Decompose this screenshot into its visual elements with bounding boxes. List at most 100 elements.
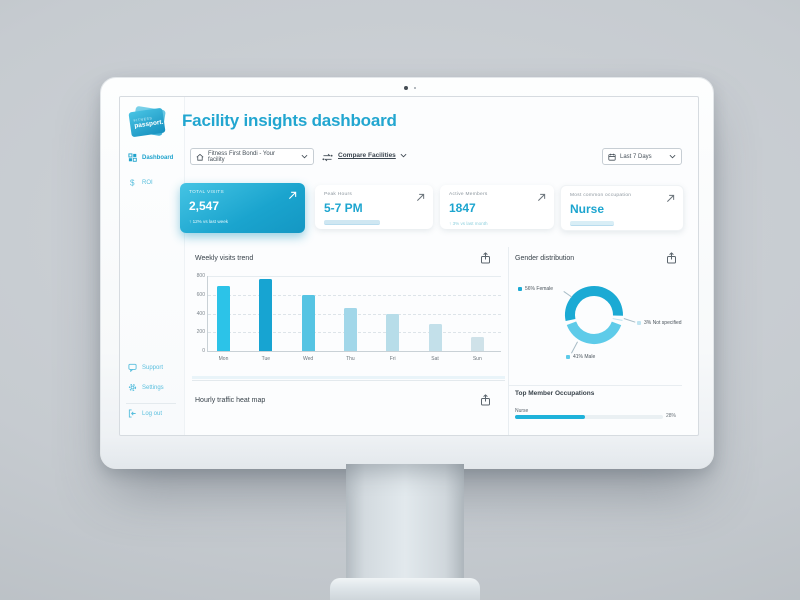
gridline: [208, 294, 501, 296]
stat-subtext: ↑ 12% vs last week: [189, 219, 229, 224]
y-tick-label: 600: [196, 291, 205, 298]
sidebar-item-label: Support: [142, 364, 164, 371]
date-range-select[interactable]: Last 7 Days: [602, 148, 682, 165]
heatmap-title: Hourly traffic heat map: [195, 397, 266, 404]
gear-icon: [128, 383, 137, 392]
sidebar-item-label: Settings: [142, 384, 164, 391]
stat-label: Peak Hours: [324, 192, 353, 197]
stat-value: Nurse: [570, 202, 605, 216]
stat-card-active-members[interactable]: Active Members 1847 ↑ 3% vs last month: [440, 185, 554, 229]
chevron-down-icon: [400, 153, 407, 158]
arrow-up-right-icon: [666, 194, 675, 203]
x-tick-label: Mon: [218, 356, 229, 362]
calendar-icon: [608, 153, 616, 161]
chevron-down-icon: [301, 154, 308, 159]
arrow-up-right-icon: [537, 193, 546, 202]
legend-swatch: [518, 287, 522, 291]
y-tick-label: 0: [202, 348, 205, 354]
weekly-visits-title: Weekly visits trend: [195, 255, 254, 262]
chart-bottom-glow: [192, 376, 505, 379]
stat-card-peak-hours[interactable]: Peak Hours 5-7 PM: [315, 185, 433, 229]
section-divider: [192, 380, 505, 381]
legend-label: 56% Female: [525, 286, 554, 292]
donut-segment: [565, 286, 623, 344]
stat-value: 2,547: [189, 199, 220, 213]
facility-select-value: Fitness First Bondi - Your facility: [207, 150, 275, 163]
y-tick-label: 200: [196, 329, 205, 336]
stat-value: 1847: [449, 201, 476, 215]
monitor-stand-base: [330, 578, 480, 600]
sidebar: FITNESS passport. Dashboard $: [120, 97, 185, 435]
gender-donut-chart: [563, 284, 625, 346]
home-icon: [196, 153, 204, 161]
stat-value: 5-7 PM: [324, 201, 363, 215]
dashboard-grid-icon: [128, 153, 137, 162]
bar-thu: [343, 307, 357, 351]
chat-bubble-icon: [128, 363, 137, 372]
sidebar-divider: [126, 403, 176, 404]
y-tick-label: 800: [196, 273, 205, 279]
x-tick-label: Sat: [431, 356, 439, 362]
stat-label: Active Members: [449, 192, 488, 197]
peak-hours-link-placeholder[interactable]: [324, 220, 380, 225]
sidebar-item-label: ROI: [142, 179, 153, 186]
gridline: [208, 276, 501, 277]
sidebar-item-logout[interactable]: Log out: [128, 409, 162, 418]
compare-arrows-icon[interactable]: [322, 153, 333, 162]
legend-label: 3% Not specified: [644, 320, 682, 326]
bar-sun: [470, 337, 484, 351]
x-tick-label: Tue: [261, 356, 271, 362]
arrow-up-right-icon: [288, 191, 297, 200]
stat-card-occupation[interactable]: Most common occupation Nurse: [560, 185, 684, 231]
donut-segment: [565, 286, 623, 344]
dashboard-window: FITNESS passport. Dashboard $: [119, 96, 699, 436]
occupation-bar-track: [515, 415, 663, 419]
chevron-down-icon: [669, 154, 676, 159]
bar-fri: [386, 314, 400, 351]
legend-swatch: [637, 321, 641, 325]
facility-select[interactable]: Fitness First Bondi - Your facility: [190, 148, 314, 165]
stat-card-total-visits[interactable]: TOTAL VISITS 2,547 ↑ 12% vs last week: [180, 183, 305, 233]
gender-title: Gender distribution: [515, 255, 575, 262]
occupation-percent: 28%: [666, 413, 677, 419]
stat-subtext: ↑ 3% vs last month: [449, 221, 488, 226]
leader-line: [623, 318, 636, 323]
dollar-icon: $: [130, 179, 135, 187]
occupation-link-placeholder[interactable]: [570, 221, 614, 226]
occupations-title: Top Member Occupations: [515, 390, 595, 397]
section-divider: [508, 385, 682, 386]
logout-icon: [128, 409, 136, 418]
x-tick-label: Fri: [389, 356, 396, 362]
occupation-bar-fill: [515, 415, 585, 419]
monitor-stand-neck: [346, 464, 464, 580]
legend-swatch: [566, 355, 570, 359]
sidebar-item-label: Dashboard: [142, 154, 174, 161]
bar-wed: [301, 294, 315, 351]
page-title: Facility insights dashboard: [182, 111, 397, 130]
monitor: FITNESS passport. Dashboard $: [100, 77, 714, 469]
sidebar-item-support[interactable]: Support: [128, 363, 163, 372]
sidebar-item-label: Log out: [142, 410, 163, 417]
share-export-icon[interactable]: [666, 252, 677, 264]
weekly-visits-chart: 0 200 400 600 800 Mon Tue Wed Thu Fri Sat Sun: [197, 273, 501, 362]
share-export-icon[interactable]: [480, 394, 491, 406]
sidebar-item-dashboard[interactable]: Dashboard: [128, 153, 173, 162]
camera-led: [414, 87, 416, 89]
legend-male: 41% Male: [566, 354, 595, 360]
y-tick-label: 400: [196, 310, 205, 317]
compare-facilities-label: Compare Facilities: [338, 152, 396, 159]
compare-facilities-link[interactable]: Compare Facilities: [338, 152, 407, 159]
bar-mon: [217, 286, 230, 351]
bar-sat: [428, 323, 442, 351]
x-tick-label: Wed: [302, 356, 314, 362]
sidebar-item-roi[interactable]: $ ROI: [128, 178, 153, 187]
arrow-up-right-icon: [416, 193, 425, 202]
stat-label: TOTAL VISITS: [189, 190, 224, 195]
stat-label: Most common occupation: [570, 193, 632, 198]
legend-label: 41% Male: [573, 354, 596, 360]
camera-dot: [404, 86, 408, 90]
sidebar-item-settings[interactable]: Settings: [128, 383, 164, 392]
logo-card-front-icon: FITNESS passport.: [128, 107, 166, 138]
share-export-icon[interactable]: [480, 252, 491, 264]
